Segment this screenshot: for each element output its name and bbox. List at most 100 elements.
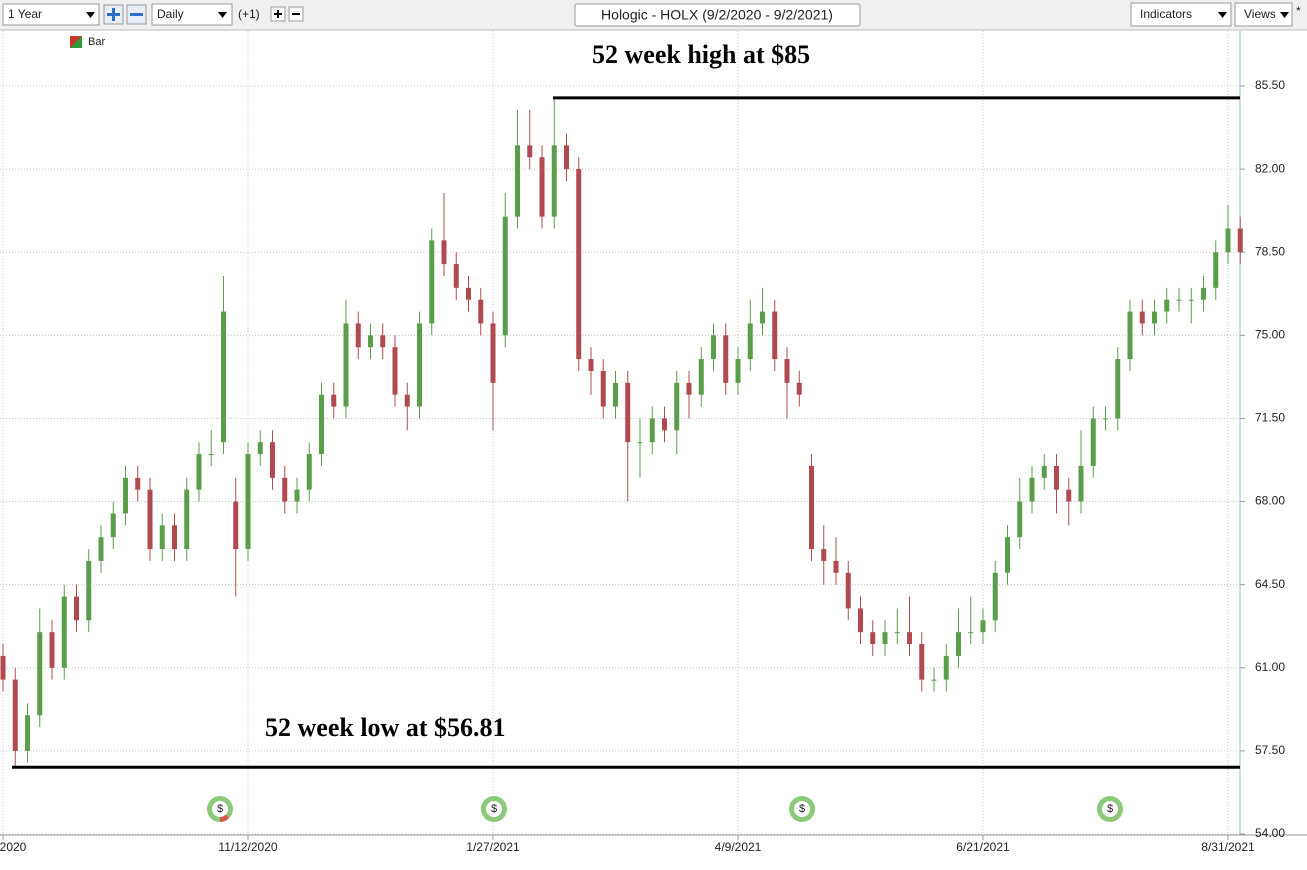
- dividend-symbol: $: [217, 803, 223, 815]
- y-tick-label: 71.50: [1255, 411, 1285, 425]
- candle-body: [956, 632, 961, 656]
- candle-body: [25, 715, 30, 751]
- x-tick-label: 9/2/2020: [0, 840, 27, 854]
- candle-body: [355, 323, 361, 348]
- dropdown-arrow: [86, 12, 95, 18]
- candle-body: [1188, 299, 1194, 301]
- candle-body: [1139, 311, 1145, 324]
- candle-body: [282, 477, 288, 502]
- candle-body: [147, 489, 153, 550]
- candle-body: [625, 382, 631, 443]
- x-tick-label: 6/21/2021: [956, 840, 1010, 854]
- candle-body: [86, 560, 92, 621]
- candle-body: [0, 655, 6, 680]
- candle-body: [331, 394, 337, 407]
- candle-body: [637, 442, 643, 444]
- candle-body: [1066, 489, 1072, 502]
- candle-body: [772, 311, 778, 360]
- dropdown-arrow: [1280, 12, 1289, 18]
- candle-body: [809, 465, 814, 550]
- candle-body: [613, 382, 618, 407]
- candle-body: [441, 240, 447, 265]
- dividend-icon[interactable]: $: [1097, 796, 1123, 822]
- y-tick-label: 61.00: [1255, 660, 1285, 674]
- candle-body: [270, 442, 275, 478]
- candle-body: [551, 145, 557, 217]
- candle-body: [943, 655, 949, 680]
- dividend-symbol: $: [1107, 803, 1113, 815]
- candle-body: [527, 145, 533, 158]
- dividend-icon[interactable]: $: [789, 796, 815, 822]
- candle-body: [539, 157, 545, 217]
- unsaved-marker: *: [1296, 4, 1301, 18]
- dividend-icon[interactable]: $: [207, 796, 233, 822]
- candle-body: [968, 632, 974, 634]
- candle-body: [784, 359, 790, 383]
- candle-body: [760, 311, 765, 324]
- candle-body: [478, 299, 484, 324]
- candle-body: [257, 442, 263, 455]
- candle-body: [1176, 299, 1182, 301]
- candle-body: [208, 454, 214, 456]
- candle-body: [723, 335, 729, 383]
- candle-body: [919, 644, 925, 680]
- candle-body: [490, 323, 496, 383]
- candle-body: [466, 287, 471, 300]
- candle-body: [870, 632, 876, 645]
- indicators-text: Indicators: [1140, 7, 1192, 21]
- candle-body: [674, 382, 680, 431]
- candle-body: [110, 513, 116, 538]
- x-tick-label: 8/31/2021: [1201, 840, 1255, 854]
- candle-body: [1017, 501, 1023, 538]
- candle-body: [882, 632, 888, 645]
- legend-icon: [70, 36, 82, 48]
- offset-text: (+1): [238, 7, 260, 21]
- candle-body: [992, 572, 998, 621]
- x-tick-label: 11/12/2020: [218, 840, 277, 854]
- y-tick-label: 57.50: [1255, 743, 1285, 757]
- annotation-text: 52 week high at $85: [592, 40, 810, 69]
- candle-body: [123, 477, 128, 514]
- candle-body: [735, 359, 741, 383]
- candle-body: [747, 323, 753, 360]
- interval-select[interactable]: [151, 3, 233, 26]
- candle-body: [1237, 228, 1243, 253]
- candle-body: [907, 632, 912, 645]
- dividend-icon[interactable]: $: [481, 796, 507, 822]
- indicators-button[interactable]: [1130, 2, 1232, 27]
- range-text: 1 Year: [8, 7, 42, 21]
- candle-body: [380, 335, 386, 348]
- candle-body: [1005, 537, 1010, 573]
- candle-body: [37, 632, 43, 716]
- candle-body: [343, 323, 349, 407]
- candle-body: [1127, 311, 1133, 360]
- candle-body: [502, 216, 508, 336]
- candle-body: [980, 620, 986, 633]
- candle-body: [1201, 287, 1206, 300]
- candle-body: [1041, 465, 1047, 478]
- candle-body: [711, 335, 716, 360]
- y-tick-label: 68.00: [1255, 494, 1285, 508]
- candle-body: [1152, 311, 1157, 324]
- y-tick-label: 64.50: [1255, 577, 1285, 591]
- candle-body: [159, 525, 165, 550]
- candle-body: [98, 537, 104, 561]
- plus-icon: [274, 10, 282, 18]
- y-tick-label: 85.50: [1255, 78, 1285, 92]
- candle-body: [1115, 359, 1121, 419]
- candle-body: [1225, 228, 1231, 253]
- candle-body: [453, 264, 459, 288]
- candle-body: [49, 632, 55, 668]
- views-text: Views: [1244, 7, 1276, 21]
- range-select[interactable]: [2, 3, 100, 26]
- candle-body: [172, 525, 177, 550]
- views-button[interactable]: [1234, 2, 1293, 27]
- dropdown-arrow: [1218, 12, 1227, 18]
- dropdown-arrow: [218, 12, 227, 18]
- candle-body: [931, 679, 937, 681]
- candle-body: [245, 454, 251, 550]
- y-tick-label: 78.50: [1255, 244, 1285, 258]
- candle-body: [894, 632, 900, 634]
- candle-body: [429, 240, 435, 324]
